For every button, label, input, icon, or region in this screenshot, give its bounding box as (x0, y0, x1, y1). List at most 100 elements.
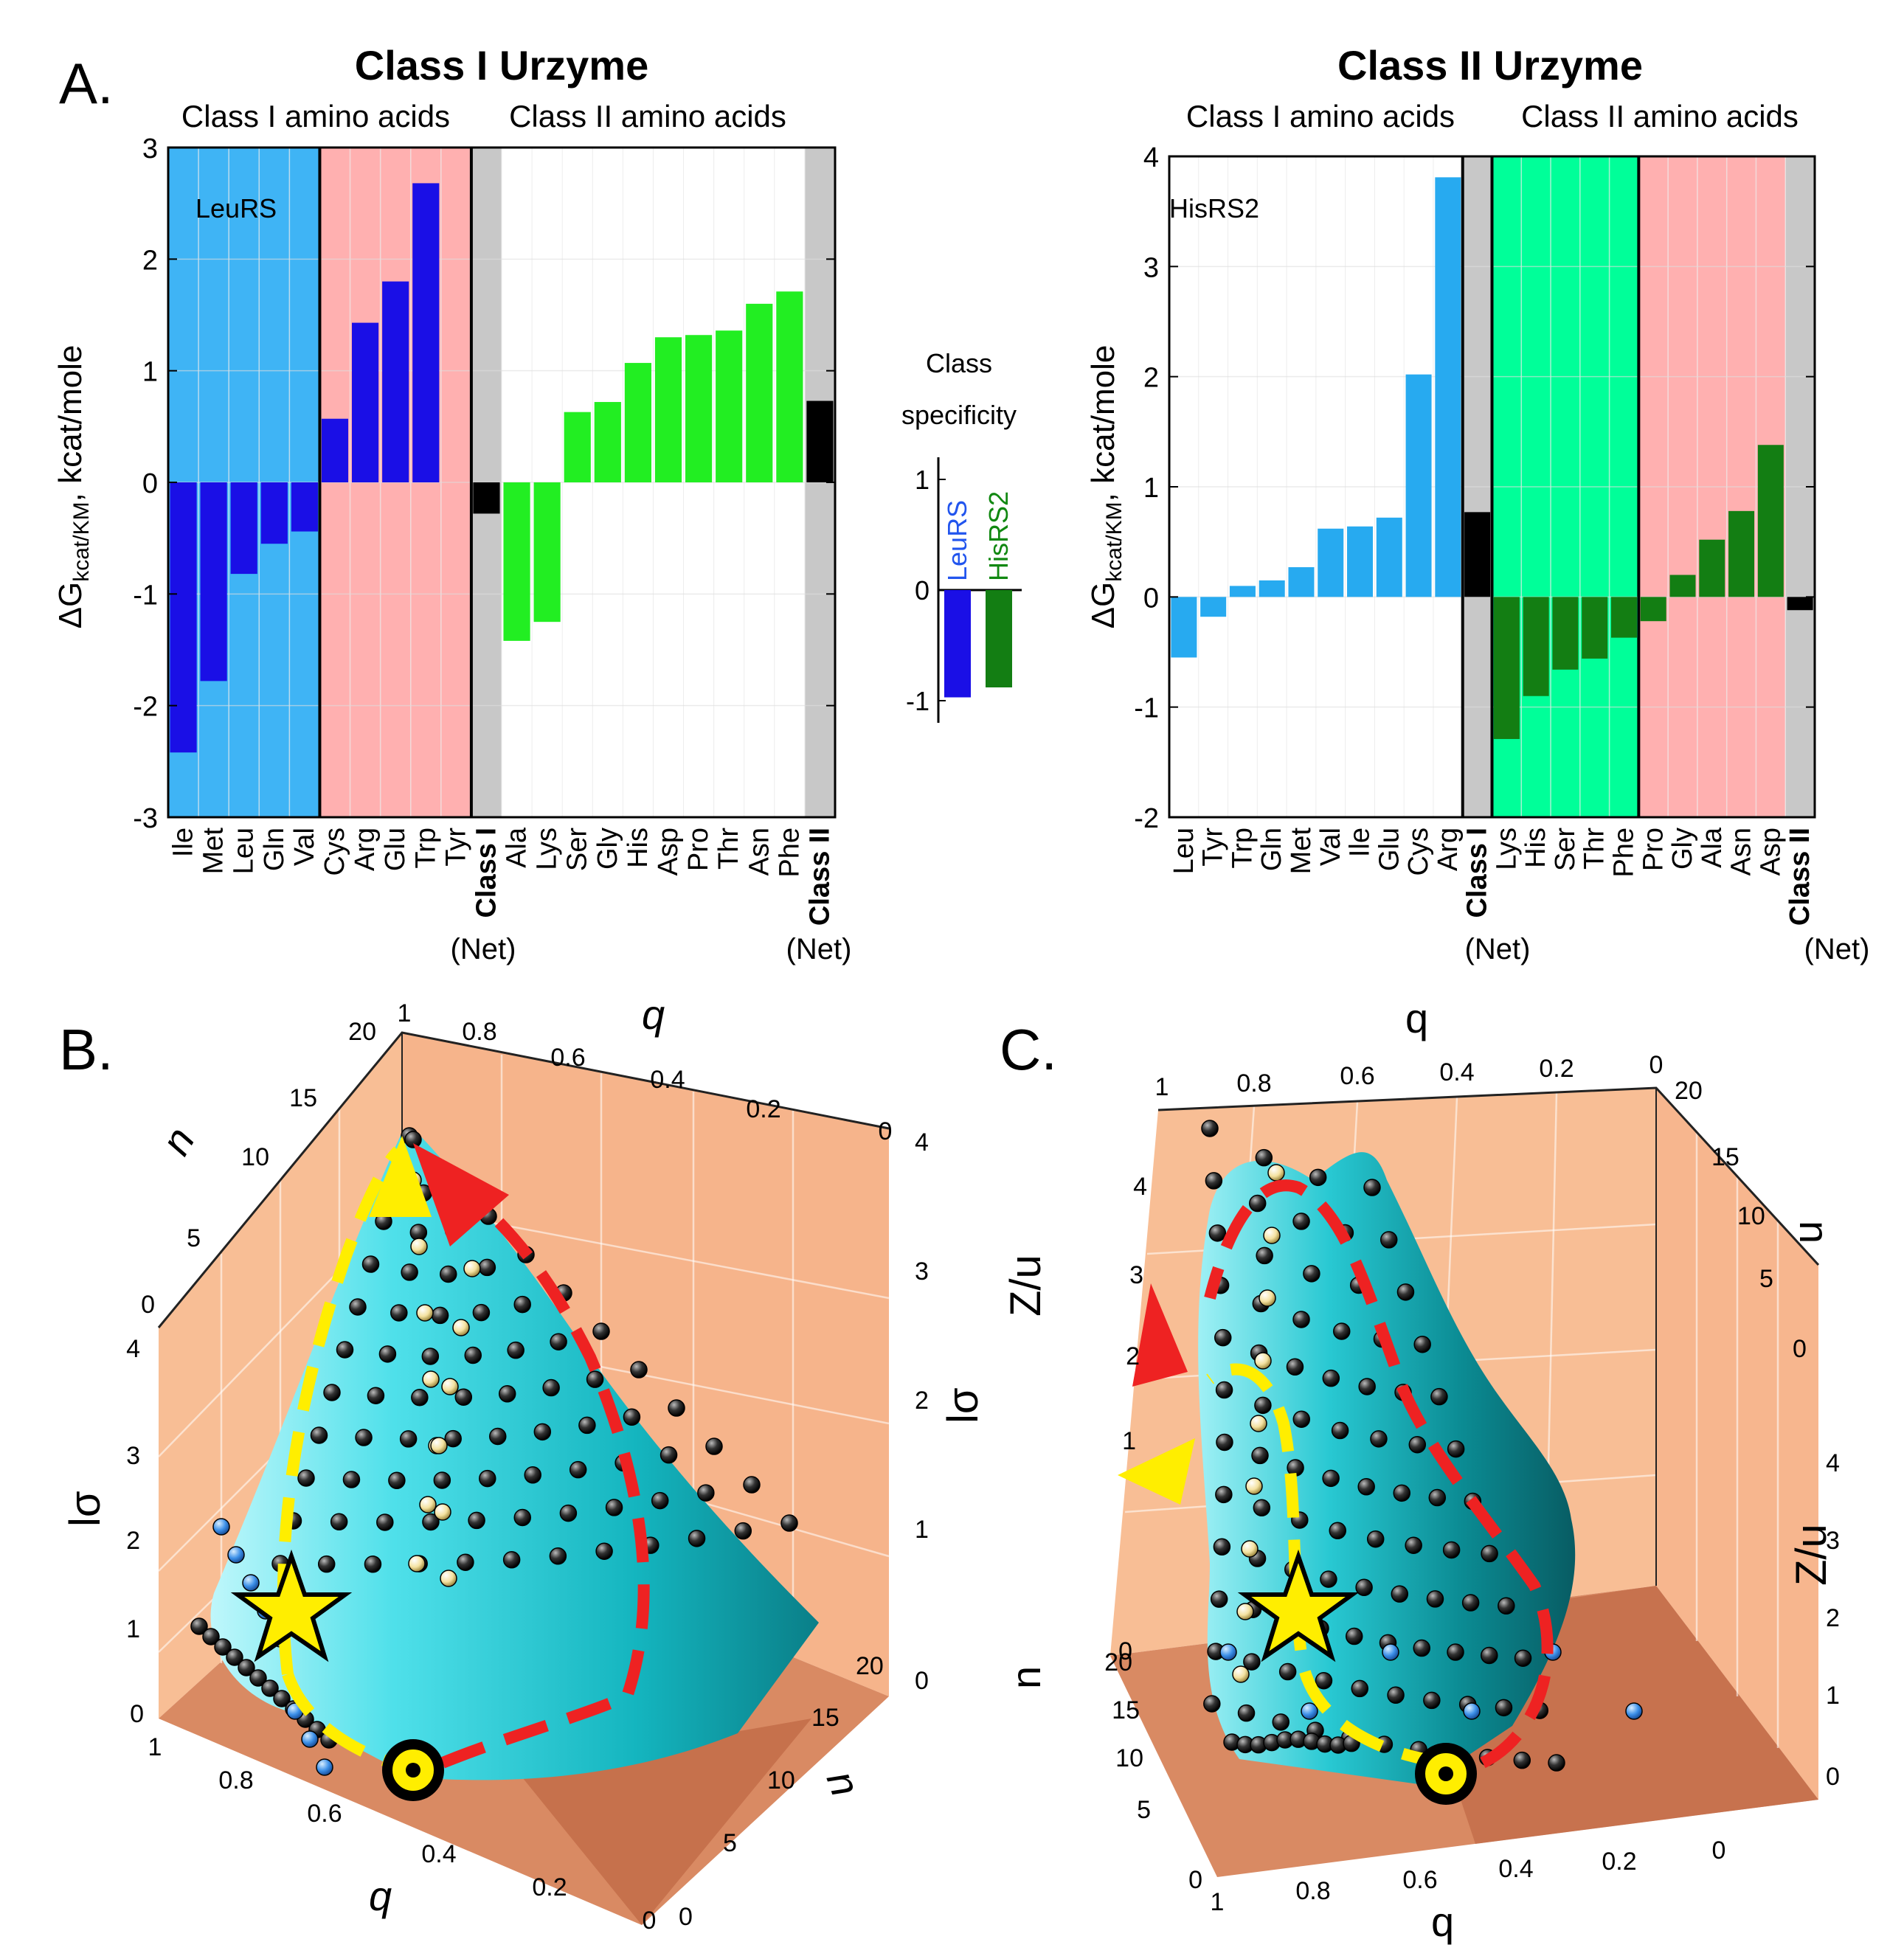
x-tick-label: Gly (592, 828, 623, 870)
sample-point (1259, 1289, 1276, 1307)
sample-point (1250, 1415, 1267, 1432)
sample-point (651, 1491, 669, 1510)
bar-asp (1757, 445, 1784, 597)
x-tick-label: Cys (319, 828, 350, 875)
x-tick-label: Cys (1403, 828, 1434, 875)
sample-point (1428, 1488, 1447, 1507)
sample-point (542, 1378, 560, 1397)
sample-point (401, 1263, 418, 1281)
bar-class-ii (1787, 597, 1813, 611)
sample-point (468, 1511, 485, 1530)
x-tick-label: Gln (1256, 828, 1287, 871)
bar-leu (1171, 597, 1197, 658)
x-tick-label: Ala (1697, 827, 1728, 868)
sample-point (434, 1503, 451, 1521)
x-tick-label: Ala (502, 827, 533, 868)
sample-point (226, 1648, 243, 1666)
sample-point (1213, 1538, 1231, 1556)
sample-point (1357, 1478, 1375, 1496)
axis-tick-label: 1 (915, 1516, 929, 1544)
sample-point (479, 1469, 496, 1488)
axis-tick-label: 1 (126, 1615, 140, 1643)
axis-tick-label: 3 (915, 1258, 929, 1286)
axis-tick-label: 3 (126, 1442, 140, 1470)
x-tick-label: Tyr (440, 828, 471, 867)
axis-tick-label: 1 (398, 999, 412, 1027)
bar-ile (170, 482, 197, 753)
x-tick-label: Class I (1462, 828, 1493, 918)
sample-point (1251, 1446, 1269, 1465)
net-label-class2: (Net) (786, 933, 852, 965)
axis-tick-label: 15 (1711, 1143, 1739, 1171)
axis-tick-label: 1 (1826, 1682, 1840, 1710)
bar-glu (1376, 517, 1402, 597)
axis-tick-label: 1 (148, 1733, 162, 1761)
yellow-path-bottom (282, 1672, 393, 1769)
sample-point (1286, 1358, 1304, 1376)
sample-point (1423, 1691, 1441, 1710)
y-tick-label: -2 (133, 692, 158, 723)
net-label-class1: (Net) (451, 933, 516, 965)
sample-point (444, 1429, 462, 1448)
chart-title: Class II Urzyme (1337, 42, 1643, 89)
axis-label-q-bottom: q (369, 1873, 392, 1919)
sample-point (1243, 1653, 1261, 1671)
bar-lys (1493, 597, 1520, 739)
x-tick-label: Glu (1374, 828, 1405, 871)
sample-point (1351, 1679, 1369, 1698)
y-tick-label: 1 (1143, 473, 1159, 504)
sample-point (1405, 1536, 1422, 1554)
x-tick-label: Class II (804, 828, 835, 926)
bar-gln (1259, 580, 1285, 597)
y-tick-label: -1 (1134, 693, 1159, 724)
bar-gly (594, 402, 621, 482)
sample-point (1413, 1336, 1431, 1353)
sample-point (743, 1476, 761, 1494)
sample-point (367, 1387, 385, 1404)
sample-point (668, 1399, 685, 1417)
axis-tick-label: 2 (1126, 1342, 1140, 1370)
axis-tick-label: 0.4 (1439, 1058, 1474, 1086)
x-tick-label: Asp (653, 828, 684, 875)
sample-point (1430, 1387, 1448, 1406)
bar-ala (1699, 539, 1725, 597)
sample-point (1201, 1120, 1219, 1137)
sample-point (1514, 1649, 1532, 1667)
axis-label-z-left: Z/u (1002, 1255, 1050, 1317)
sample-point (734, 1522, 752, 1540)
x-tick-label: Lys (1491, 828, 1522, 870)
x-tick-label: Asn (1726, 828, 1757, 875)
sample-point (441, 1378, 459, 1395)
y-tick-label: 0 (142, 468, 158, 499)
sample-point (457, 1553, 474, 1571)
sample-point (524, 1466, 541, 1484)
sample-point (1625, 1702, 1643, 1720)
axis-label-n-left: n (152, 1120, 204, 1162)
axis-tick-label: 5 (187, 1224, 201, 1252)
axis-tick-label: 0.8 (1295, 1877, 1330, 1905)
x-tick-label: Val (289, 828, 320, 866)
x-tick-label: Trp (1227, 828, 1258, 869)
axis-tick-label: 15 (811, 1704, 840, 1732)
sample-point (1315, 1671, 1333, 1690)
chart-title: Class I Urzyme (355, 42, 648, 89)
sample-point (1447, 1643, 1464, 1661)
axis-tick-label: 0.6 (307, 1800, 342, 1828)
sample-point (416, 1304, 434, 1322)
x-tick-label: Pro (1638, 828, 1669, 871)
y-axis-title-left: ΔGkcat/KM, kcat/mole (52, 345, 94, 629)
sample-point (364, 1556, 382, 1573)
bar-hisrs2 (986, 590, 1012, 687)
axis-tick-label: 0.6 (1340, 1062, 1374, 1090)
sample-point (1309, 1168, 1327, 1187)
axis-tick-label: 0.8 (218, 1766, 253, 1794)
sample-point (1278, 1662, 1297, 1681)
axis-label-q-top: q (1405, 995, 1428, 1041)
axis-tick-label: 1 (1122, 1427, 1136, 1455)
y-axis-title-right: ΔGkcat/KM, kcat/mole (1085, 345, 1126, 629)
sample-point (1245, 1477, 1263, 1495)
y-tick-label: 0 (1143, 583, 1159, 614)
x-tick-label: Ser (562, 828, 593, 871)
x-tick-label: Val (1315, 828, 1346, 866)
group-label-class1: Class I amino acids (181, 99, 450, 133)
